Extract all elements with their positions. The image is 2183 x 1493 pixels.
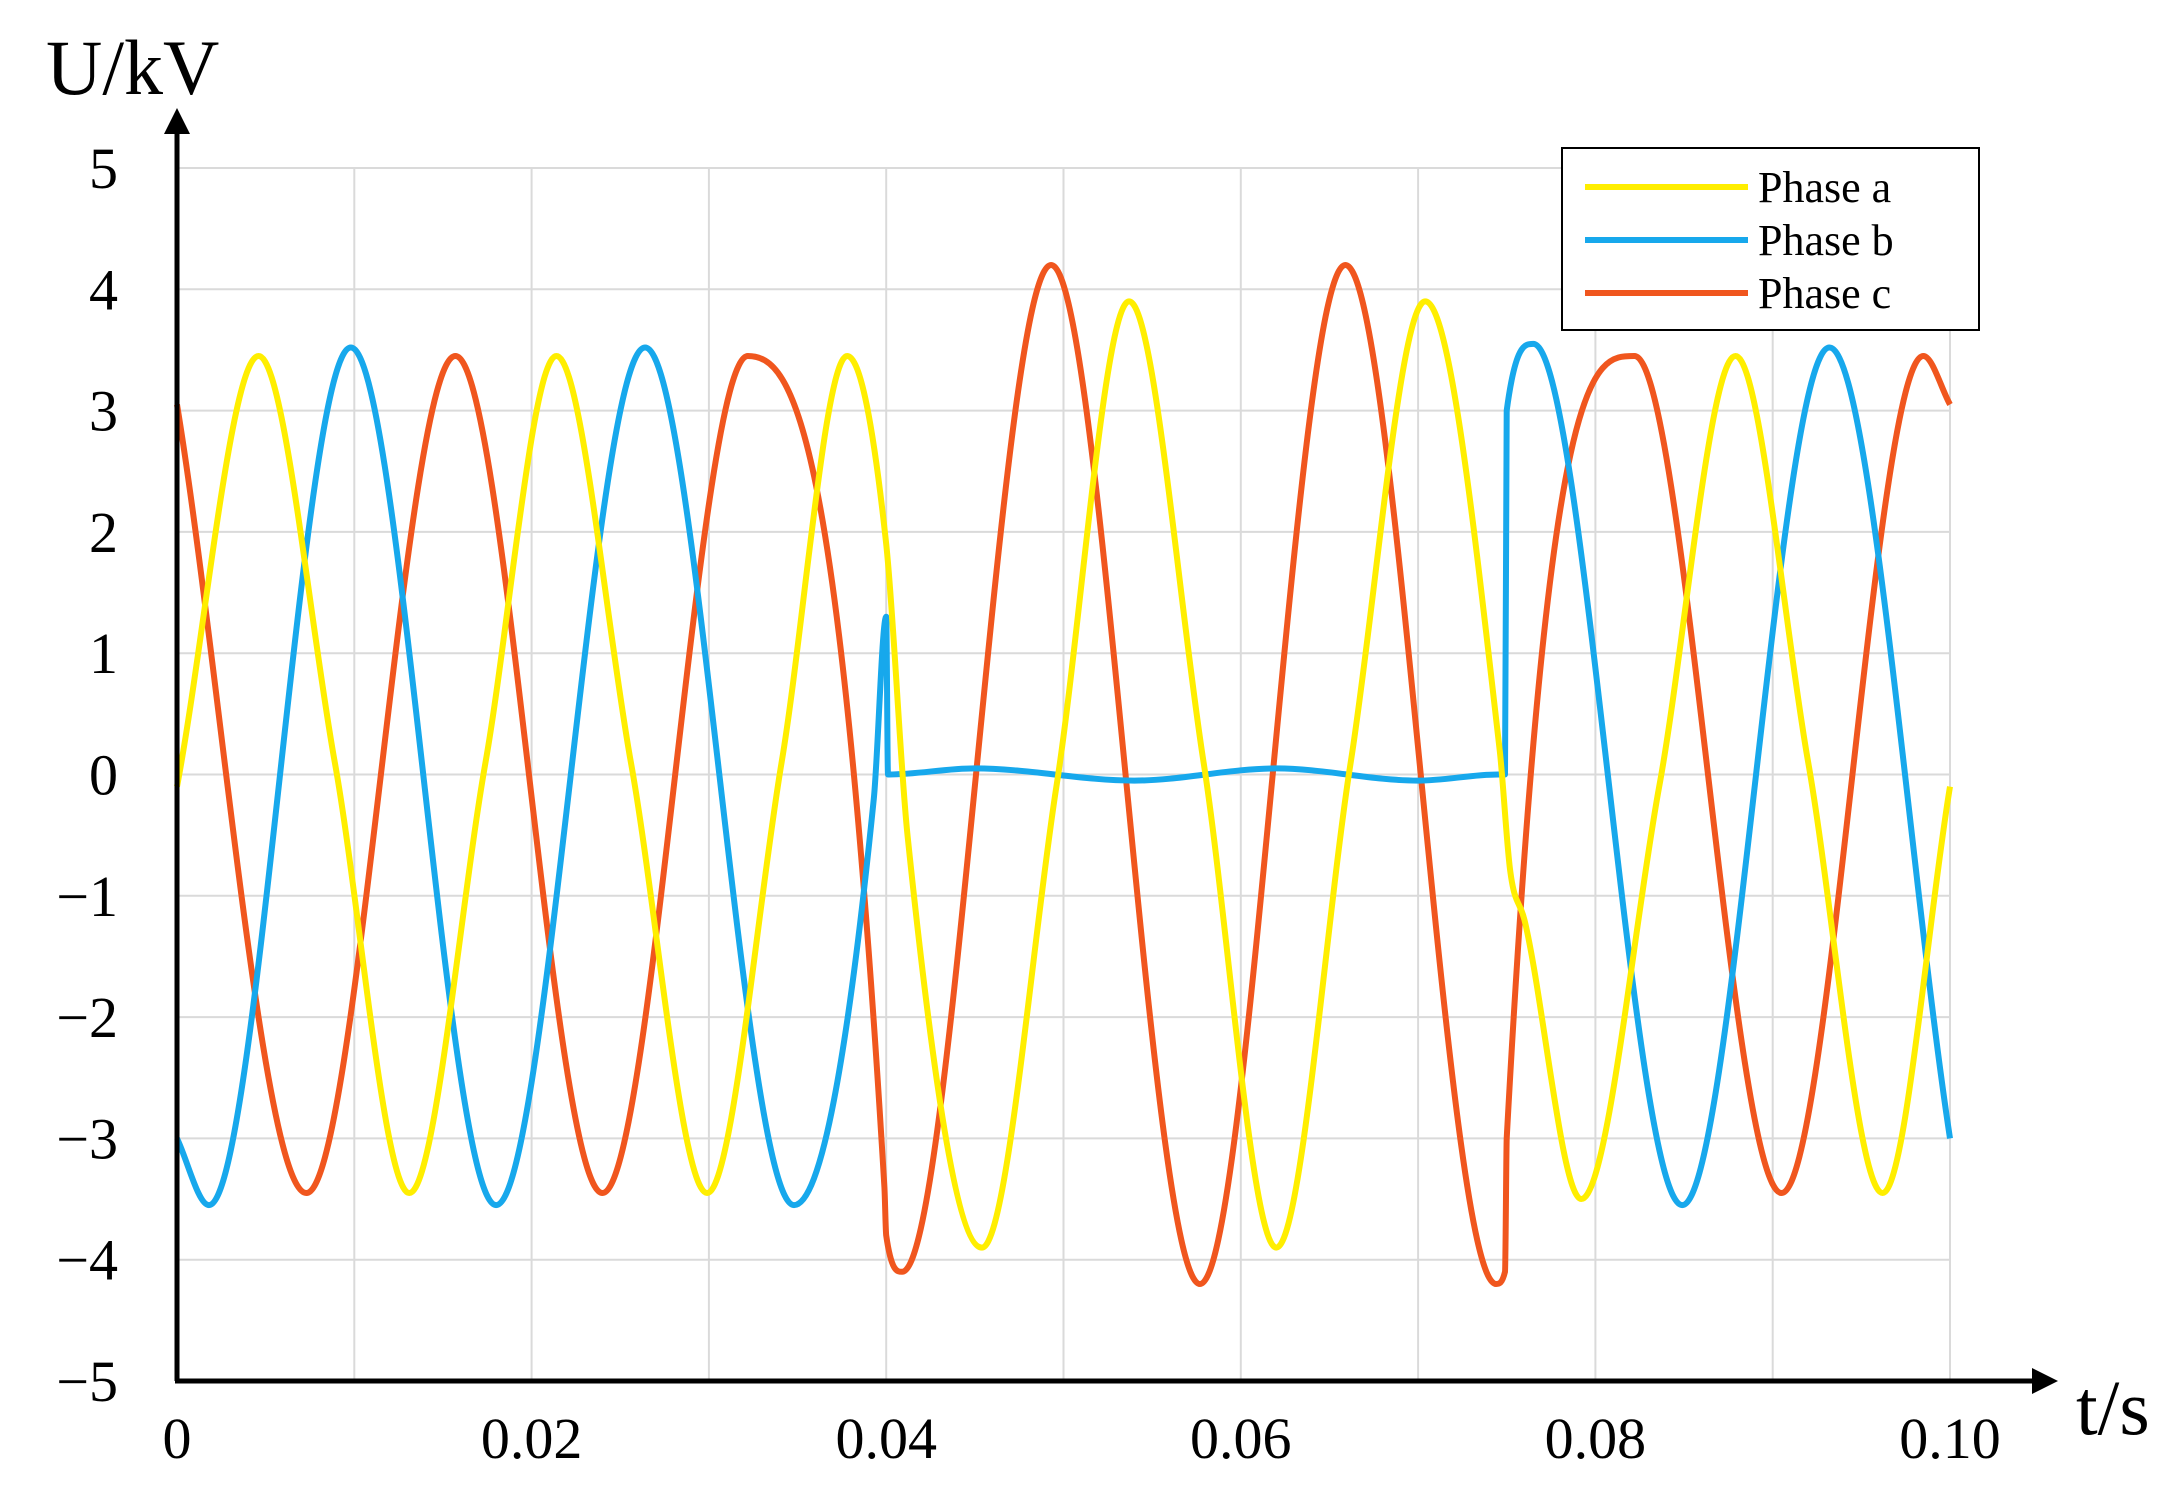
x-tick-label: 0.04 — [835, 1406, 937, 1471]
series-line-phase-a — [174, 298, 1953, 1251]
tick-labels: −5 −4 −3 −2 −1 0 1 2 3 4 5 0 0.02 0.04 0.06 0.08 0.10 — [56, 136, 2000, 1471]
y-tick-label: 0 — [89, 743, 118, 808]
y-tick-label: −2 — [56, 985, 118, 1050]
y-tick-label: 4 — [89, 257, 118, 322]
y-tick-label: −5 — [56, 1349, 118, 1414]
y-tick-label: 5 — [89, 136, 118, 201]
series-layer — [174, 262, 1953, 1287]
legend-label: Phase b — [1758, 216, 1894, 265]
y-tick-label: 1 — [89, 621, 118, 686]
y-tick-label: 2 — [89, 500, 118, 565]
x-axis-title: t/s — [2076, 1364, 2150, 1451]
legend-label: Phase a — [1758, 163, 1891, 212]
x-tick-label: 0 — [163, 1406, 192, 1471]
y-tick-label: 3 — [89, 379, 118, 444]
x-tick-label: 0.02 — [481, 1406, 583, 1471]
x-tick-label: 0.06 — [1190, 1406, 1292, 1471]
x-axis-arrow — [2032, 1368, 2058, 1394]
y-tick-label: −1 — [56, 864, 118, 929]
y-tick-label: −3 — [56, 1106, 118, 1171]
x-tick-label: 0.08 — [1545, 1406, 1647, 1471]
legend-label: Phase c — [1758, 269, 1891, 318]
y-tick-label: −4 — [56, 1228, 118, 1293]
x-tick-label: 0.10 — [1899, 1406, 2001, 1471]
y-axis-title: U/kV — [46, 24, 219, 111]
y-axis-arrow — [164, 108, 190, 134]
series-line-phase-b — [174, 340, 1953, 1209]
axes — [164, 108, 2058, 1394]
